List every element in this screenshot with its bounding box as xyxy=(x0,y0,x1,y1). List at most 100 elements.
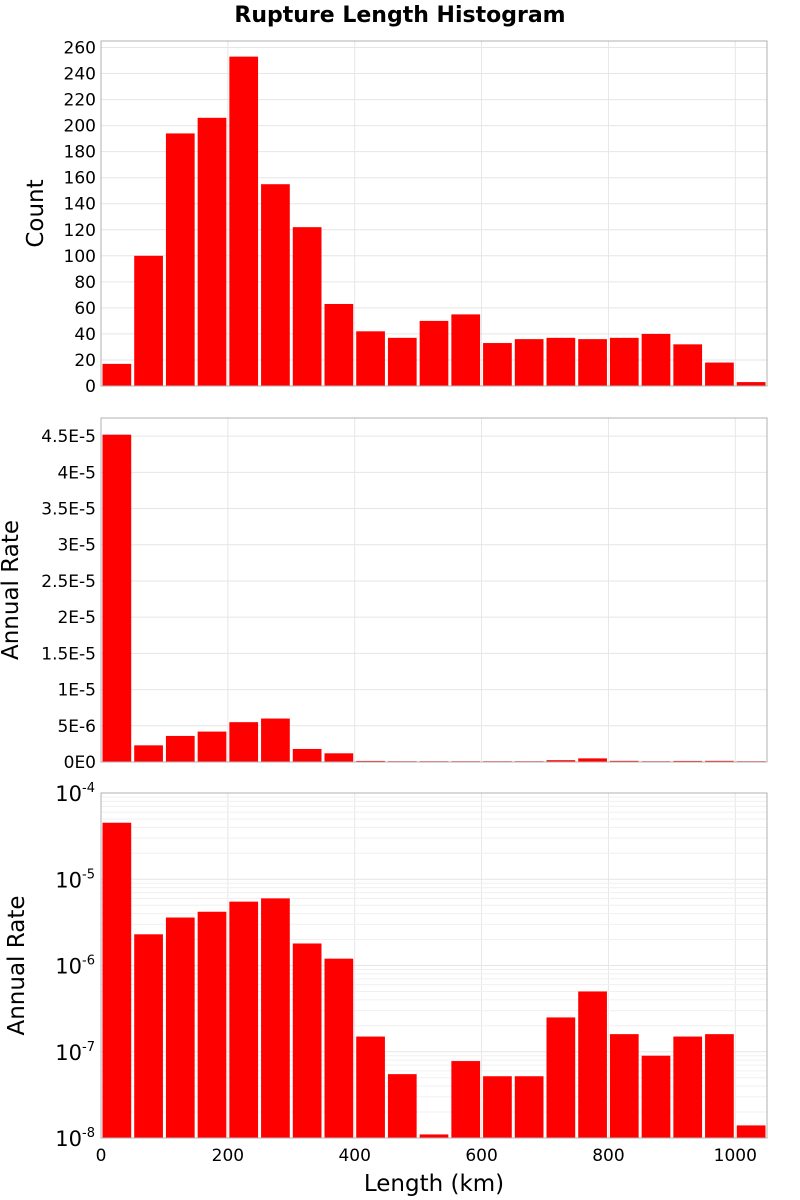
x-axis: 0 200 400 600 800 1000 xyxy=(96,1146,757,1166)
histogram-bar xyxy=(229,722,259,762)
y-tick-label: 2.5E-5 xyxy=(41,572,96,592)
histogram-bar xyxy=(324,958,354,1138)
y-tick-label: 1E-5 xyxy=(57,681,96,701)
histogram-bar xyxy=(578,991,607,1138)
histogram-bar xyxy=(324,753,354,762)
x-tick-label: 600 xyxy=(465,1146,497,1166)
y-tick-label: 0E0 xyxy=(64,753,96,773)
y-tick-label: 200 xyxy=(64,117,96,137)
histogram-bar xyxy=(451,1061,481,1138)
x-tick-label: 200 xyxy=(212,1146,244,1166)
histogram-bar xyxy=(673,760,703,762)
y-tick-label: 4E-5 xyxy=(57,463,96,483)
y-tick-label: 140 xyxy=(64,195,96,215)
histogram-bar xyxy=(451,314,481,386)
y-tick-label: 260 xyxy=(64,39,96,59)
panel-3: 10-4 10-5 10-6 10-7 10-8 Annual Rate xyxy=(4,781,768,1151)
x-tick-label: 800 xyxy=(592,1146,624,1166)
panel-2: 0E0 5E-6 1E-5 1.5E-5 2E-5 2.5E-5 3E-5 3.5E-5 4E-… xyxy=(0,417,768,773)
histogram-bar xyxy=(705,1034,734,1138)
y-tick-label: 0 xyxy=(85,377,96,397)
y-axis-label: Annual Rate xyxy=(0,520,24,660)
x-axis-label: Length (km) xyxy=(364,1171,504,1197)
histogram-bar xyxy=(102,822,132,1138)
histogram-bar xyxy=(197,731,227,762)
histogram-bar xyxy=(197,117,227,387)
histogram-bar xyxy=(165,133,195,386)
histogram-bar xyxy=(578,758,607,762)
plot-frame xyxy=(100,417,768,763)
histogram-bar xyxy=(673,1036,703,1138)
histogram-bar xyxy=(705,362,734,386)
histogram-bar xyxy=(102,434,132,762)
histogram-bar xyxy=(292,943,322,1138)
histogram-bar xyxy=(514,339,544,386)
x-tick-label: 1000 xyxy=(714,1146,757,1166)
x-tick-label: 400 xyxy=(338,1146,370,1166)
y-axis-label: Annual Rate xyxy=(4,896,30,1036)
histogram-bar xyxy=(546,760,576,762)
histogram-bar xyxy=(356,1036,385,1138)
histogram-bar xyxy=(419,1134,449,1138)
histogram-bar xyxy=(673,344,703,386)
y-tick-label: 3E-5 xyxy=(57,536,96,556)
y-axis-label: Count xyxy=(23,179,49,247)
histogram-bar xyxy=(102,363,132,386)
histogram-bar xyxy=(356,331,385,386)
histogram-bar xyxy=(546,1017,576,1138)
histogram-bar xyxy=(261,184,290,386)
chart-panels: 0 20 40 60 80 100 120 140 160 180 200 220 240 260 Coun… xyxy=(0,39,768,1151)
histogram-bar xyxy=(483,343,512,386)
histogram-bar xyxy=(165,917,195,1138)
histogram-bar xyxy=(165,735,195,762)
y-tick-label: 80 xyxy=(74,273,96,293)
y-tick-label: 10-7 xyxy=(55,1040,95,1065)
histogram-bar xyxy=(736,1125,766,1138)
y-tick-label: 10-4 xyxy=(55,781,95,806)
y-tick-label: 160 xyxy=(64,169,96,189)
histogram-bar xyxy=(229,901,259,1138)
histogram-bar xyxy=(609,760,639,762)
y-tick-label: 240 xyxy=(64,65,96,85)
plot-frame xyxy=(100,40,768,387)
histogram-bar xyxy=(261,898,290,1138)
y-tick-label: 10-8 xyxy=(55,1126,95,1151)
histogram-bar xyxy=(641,333,671,386)
histogram-bar xyxy=(609,337,639,386)
histogram-bar xyxy=(705,760,734,762)
y-tick-label: 10-6 xyxy=(55,954,95,979)
y-tick-label: 20 xyxy=(74,351,96,371)
histogram-bar xyxy=(229,56,259,386)
histogram-bar xyxy=(134,255,163,386)
y-tick-label: 3.5E-5 xyxy=(41,500,96,520)
histogram-bar xyxy=(514,1076,544,1138)
panel-1: 0 20 40 60 80 100 120 140 160 180 200 220 240 260 Coun… xyxy=(23,39,768,397)
histogram-bar xyxy=(387,1074,417,1138)
histogram-bar xyxy=(483,1076,512,1138)
y-tick-label: 5E-6 xyxy=(57,717,96,737)
y-tick-label: 4.5E-5 xyxy=(41,427,96,447)
y-tick-label: 180 xyxy=(64,143,96,163)
y-tick-label: 60 xyxy=(74,299,96,319)
histogram-bar xyxy=(324,303,354,386)
y-tick-label: 100 xyxy=(64,247,96,267)
histogram-bar xyxy=(292,227,322,386)
histogram-bar xyxy=(609,1034,639,1138)
y-tick-label: 40 xyxy=(74,325,96,345)
histogram-bar xyxy=(134,934,163,1138)
plot-frame xyxy=(100,792,768,1139)
histogram-bar xyxy=(356,760,385,762)
y-tick-label: 220 xyxy=(64,91,96,111)
histogram-bar xyxy=(387,337,417,386)
histogram-bar xyxy=(292,748,322,762)
histogram-bar xyxy=(641,1055,671,1138)
histogram-bar xyxy=(578,339,607,386)
histogram-bar xyxy=(736,382,766,386)
histogram-bar xyxy=(546,337,576,386)
histogram-bar xyxy=(197,911,227,1138)
chart-title: Rupture Length Histogram xyxy=(234,3,565,28)
y-tick-label: 10-5 xyxy=(55,867,95,892)
y-tick-label: 120 xyxy=(64,221,96,241)
x-tick-label: 0 xyxy=(96,1146,107,1166)
